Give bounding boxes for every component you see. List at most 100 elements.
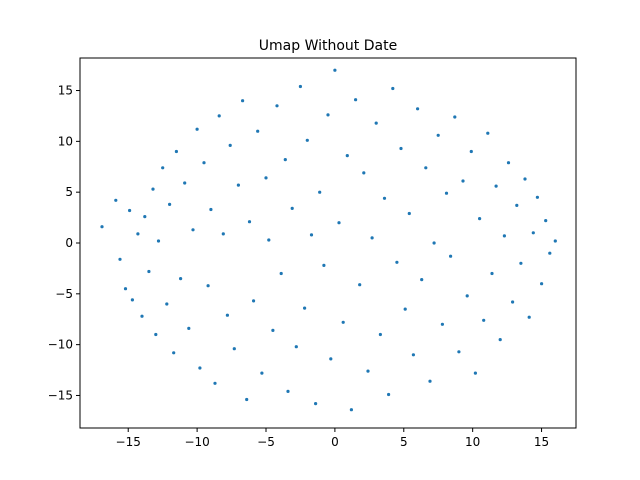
scatter-point [198, 366, 202, 370]
scatter-point [337, 221, 341, 225]
scatter-point [128, 208, 132, 213]
x-tick-label: 0 [331, 435, 339, 449]
scatter-point [515, 203, 519, 207]
scatter-point [247, 220, 252, 224]
scatter-point [225, 313, 229, 317]
scatter-point [341, 320, 345, 324]
scatter-point [318, 190, 322, 194]
scatter-point [202, 161, 206, 165]
scatter-point [349, 408, 353, 412]
scatter-point [118, 257, 122, 261]
scatter-point [478, 217, 482, 221]
scatter-point [151, 187, 155, 191]
scatter-point [309, 233, 314, 237]
plot-frame [79, 57, 577, 429]
scatter-point [191, 228, 195, 232]
scatter-point [465, 294, 469, 298]
scatter-point [100, 225, 104, 229]
scatter-point [329, 357, 333, 361]
scatter-point [183, 181, 187, 185]
scatter-point [420, 278, 424, 282]
scatter-point [114, 198, 118, 202]
scatter-point [490, 271, 494, 276]
scatter-point [553, 239, 557, 243]
scatter-point [241, 99, 245, 103]
scatter-point [416, 107, 420, 111]
scatter-point [482, 318, 486, 322]
scatter-point [366, 369, 370, 373]
y-tick-label: −5 [55, 287, 73, 301]
scatter-point [428, 379, 432, 383]
scatter-point [130, 298, 134, 302]
scatter-point [140, 314, 144, 318]
x-tick-label: 15 [534, 435, 549, 449]
scatter-point [286, 389, 290, 393]
scatter-point [391, 86, 395, 91]
scatter-point [432, 241, 436, 245]
scatter-point [260, 371, 264, 375]
scatter-point [179, 277, 183, 281]
scatter-point [440, 322, 444, 326]
scatter-point [519, 261, 523, 265]
scatter-point [271, 328, 275, 332]
scatter-point [252, 299, 256, 303]
scatter-point [314, 402, 318, 406]
scatter-point [498, 338, 502, 342]
scatter-point [264, 176, 268, 180]
scatter-point [245, 397, 249, 402]
scatter-point [279, 271, 283, 276]
scatter-point [354, 98, 358, 102]
x-tick-label: −5 [257, 435, 275, 449]
scatter-point [510, 300, 515, 304]
scatter-point [156, 239, 161, 243]
scatter-point [174, 149, 178, 154]
scatter-point [399, 146, 403, 151]
scatter-point [395, 260, 399, 264]
scatter-point [486, 131, 490, 135]
scatter-point [362, 171, 366, 175]
y-tick-label: 5 [65, 185, 73, 199]
scatter-point [527, 315, 531, 319]
scatter-point [345, 154, 349, 158]
scatter-point [378, 332, 382, 337]
y-axis-ticks: −15 −10 −5 0 5 10 15 [48, 84, 80, 402]
scatter-point [123, 287, 128, 291]
scatter-point [136, 232, 140, 236]
scatter-point [298, 84, 302, 89]
scatter-point [424, 166, 428, 170]
scatter-point [143, 215, 147, 219]
scatter-point [548, 251, 552, 255]
scatter-point [523, 177, 527, 181]
scatter-point [294, 345, 298, 349]
scatter-point [232, 347, 236, 351]
scatter-point [494, 184, 498, 188]
scatter-point [444, 191, 449, 195]
scatter-point [457, 350, 461, 354]
scatter-point [236, 183, 240, 187]
scatter-point [502, 234, 506, 238]
scatter-point [161, 166, 165, 170]
y-tick-label: −15 [48, 388, 73, 402]
y-tick-label: 10 [58, 134, 73, 148]
scatter-point [290, 206, 294, 210]
scatter-point [165, 302, 169, 306]
scatter-point [333, 68, 337, 72]
scatter-point [168, 202, 172, 206]
scatter-point [358, 283, 362, 287]
scatter-point [506, 161, 511, 165]
scatter-point [154, 332, 158, 337]
y-tick-label: −10 [48, 338, 73, 352]
scatter-point [374, 121, 378, 125]
scatter-point [213, 381, 217, 385]
scatter-point [322, 263, 326, 267]
scatter-point [172, 351, 176, 355]
scatter-point [195, 127, 199, 131]
scatter-point [283, 158, 287, 162]
x-tick-label: −15 [116, 435, 141, 449]
scatter-point [531, 231, 535, 235]
scatter-point [305, 138, 309, 142]
scatter-point [544, 219, 548, 223]
scatter-point [403, 307, 407, 311]
scatter-point [436, 133, 440, 137]
